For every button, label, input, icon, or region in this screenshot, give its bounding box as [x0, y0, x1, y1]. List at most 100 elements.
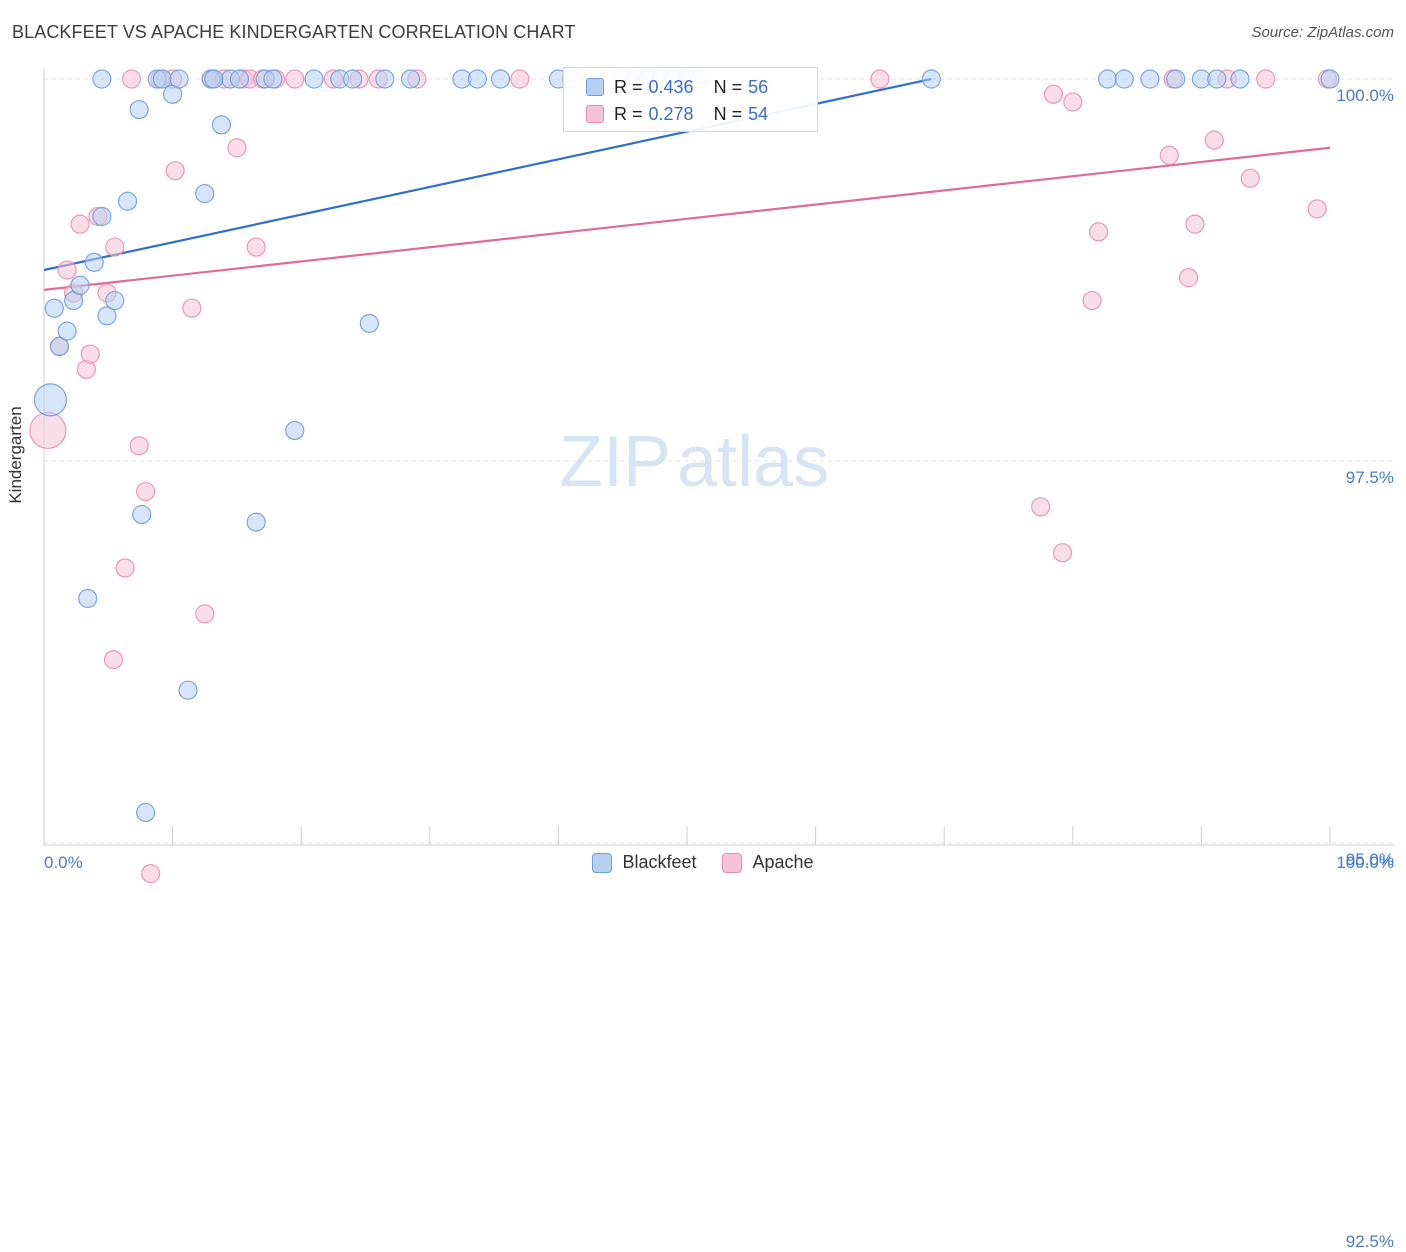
blackfeet-point-3 [57, 321, 77, 341]
apache-point-50 [1240, 168, 1260, 188]
grid-lines [44, 78, 1394, 844]
apache-point-10 [103, 650, 124, 670]
legend-swatch-blackfeet [586, 78, 604, 96]
y-tick-label-3: 92.5% [1345, 1232, 1394, 1251]
apache-point-48 [1204, 130, 1224, 150]
blackfeet-point-47 [1114, 69, 1134, 89]
apache-point-15 [141, 863, 161, 884]
source-label: Source: ZipAtlas.com [1251, 24, 1394, 41]
watermark: ZIPatlas [553, 398, 829, 509]
blackfeet-point-37 [490, 69, 511, 89]
apache-point-19 [182, 298, 202, 318]
blackfeet-point-51 [1207, 69, 1227, 89]
x-tick-label-left: 0.0% [44, 853, 83, 872]
apache-point-38 [1031, 497, 1051, 517]
blackfeet-point-45 [921, 69, 941, 89]
n-label: N = [713, 76, 743, 97]
legend-row-apache: R = 0.278 N = 54 [586, 102, 768, 126]
apache-point-9 [105, 237, 125, 257]
blackfeet-point-53 [1320, 69, 1340, 89]
blackfeet-point-52 [1230, 69, 1250, 89]
apache-point-13 [129, 436, 149, 456]
blackfeet-point-33 [375, 69, 395, 89]
blackfeet-point-20 [195, 184, 215, 204]
blackfeet-point-18 [169, 69, 189, 89]
blackfeet-point-34 [400, 69, 421, 89]
blackfeet-point-48 [1140, 69, 1160, 89]
blackfeet-point-31 [343, 69, 363, 89]
blackfeet-point-24 [229, 69, 250, 89]
apache-point-18 [165, 161, 185, 181]
apache-point-29 [285, 69, 305, 89]
n-value-blackfeet: 56 [748, 76, 769, 97]
apache-point-0 [29, 411, 67, 450]
blackfeet-point-19 [178, 680, 198, 700]
blackfeet-point-6 [78, 588, 98, 609]
blackfeet-point-5 [70, 275, 90, 295]
r-label: R = [614, 76, 643, 97]
blackfeet-point-9 [97, 306, 117, 326]
blackfeet-point-8 [92, 206, 112, 227]
apache-point-40 [1052, 543, 1073, 563]
apache-point-41 [1063, 92, 1083, 112]
series-legend: Blackfeet Apache [0, 852, 1406, 873]
apache-point-43 [1088, 222, 1109, 242]
apache-point-42 [1082, 290, 1102, 311]
chart-title: BLACKFEET VS APACHE KINDERGARTEN CORRELA… [12, 22, 576, 42]
legend-swatch-blackfeet [592, 852, 613, 873]
x-tick-label-right: 100.0% [1336, 853, 1394, 872]
blackfeet-point-29 [304, 69, 324, 89]
scatter-plot [29, 68, 1394, 884]
blackfeet-point-46 [1097, 69, 1118, 89]
legend-row-blackfeet: R = 0.436 N = 56 [586, 75, 768, 99]
apache-trend-line [43, 146, 1331, 291]
y-tick-label-0: 100.0% [1336, 86, 1394, 105]
data-points [29, 69, 1340, 884]
apache-point-34 [510, 69, 530, 89]
n-label: N = [713, 103, 743, 124]
axes [43, 68, 1394, 846]
blackfeet-point-10 [105, 290, 125, 311]
blackfeet-point-32 [359, 313, 379, 334]
blackfeet-point-36 [467, 69, 487, 89]
legend-swatch-apache [586, 105, 604, 123]
blackfeet-point-54 [92, 69, 112, 89]
r-label: R = [614, 103, 643, 124]
blackfeet-point-27 [263, 69, 283, 89]
apache-point-44 [1159, 145, 1179, 165]
watermark-atlas: atlas [677, 422, 830, 502]
blackfeet-point-28 [285, 420, 305, 441]
blackfeet-point-7 [84, 252, 104, 272]
legend-swatch-apache [722, 852, 743, 873]
blackfeet-point-25 [246, 512, 266, 532]
r-value-blackfeet: 0.436 [648, 76, 694, 97]
apache-point-6 [80, 344, 100, 364]
apache-point-37 [870, 69, 890, 89]
apache-point-51 [1256, 69, 1276, 89]
watermark-zip: ZIP [559, 422, 672, 502]
r-value-apache: 0.278 [648, 103, 694, 124]
stats-legend: R = 0.436 N = 56 R = 0.278 N = 54 [563, 67, 818, 132]
blackfeet-point-1 [44, 298, 64, 318]
apache-point-47 [1185, 214, 1205, 234]
blackfeet-point-12 [129, 99, 149, 120]
blackfeet-point-22 [211, 115, 232, 135]
apache-point-39 [1043, 84, 1064, 104]
blackfeet-point-14 [135, 802, 156, 823]
legend-item-apache[interactable]: Apache [722, 852, 814, 873]
apache-point-20 [195, 604, 215, 624]
n-value-apache: 54 [748, 103, 769, 124]
blackfeet-point-16 [152, 69, 172, 89]
apache-point-12 [121, 69, 142, 89]
apache-point-52 [1307, 199, 1327, 219]
blackfeet-point-49 [1166, 69, 1186, 89]
y-tick-label-1: 97.5% [1345, 468, 1394, 487]
apache-point-11 [115, 558, 135, 578]
apache-point-2 [57, 260, 77, 280]
apache-point-14 [135, 481, 156, 502]
apache-point-4 [70, 214, 90, 234]
apache-point-26 [246, 237, 266, 257]
legend-label-blackfeet: Blackfeet [622, 852, 697, 872]
blackfeet-point-55 [204, 69, 224, 89]
legend-item-blackfeet[interactable]: Blackfeet [592, 852, 696, 873]
